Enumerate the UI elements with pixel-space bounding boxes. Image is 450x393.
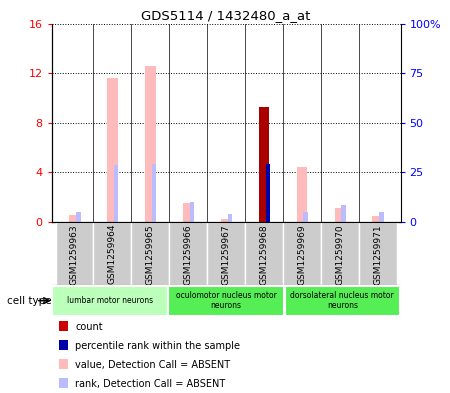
Bar — [283, 222, 321, 285]
Bar — [107, 78, 118, 222]
Text: dorsolateral nucleus motor
neurons: dorsolateral nucleus motor neurons — [291, 291, 394, 310]
Bar — [259, 166, 270, 222]
Bar — [168, 286, 284, 316]
Text: GSM1259963: GSM1259963 — [70, 224, 79, 285]
Bar — [285, 286, 400, 316]
Bar — [207, 222, 245, 285]
Bar — [228, 214, 232, 222]
Bar — [297, 167, 307, 222]
Bar — [359, 222, 397, 285]
Text: GSM1259971: GSM1259971 — [373, 224, 382, 285]
Text: percentile rank within the sample: percentile rank within the sample — [75, 341, 240, 351]
Bar — [303, 212, 308, 222]
Text: GSM1259968: GSM1259968 — [260, 224, 269, 285]
Bar — [334, 208, 345, 222]
Bar — [373, 216, 383, 222]
Text: GSM1259969: GSM1259969 — [297, 224, 306, 285]
Bar — [221, 219, 231, 222]
Bar — [342, 205, 346, 222]
Text: cell type: cell type — [7, 296, 51, 306]
Text: count: count — [75, 322, 103, 332]
Text: rank, Detection Call = ABSENT: rank, Detection Call = ABSENT — [75, 379, 225, 389]
Bar — [169, 222, 207, 285]
Text: lumbar motor neurons: lumbar motor neurons — [67, 296, 153, 305]
Bar — [379, 212, 384, 222]
Bar — [259, 107, 270, 222]
Text: oculomotor nucleus motor
neurons: oculomotor nucleus motor neurons — [176, 291, 277, 310]
Bar — [145, 66, 156, 222]
Bar — [52, 286, 167, 316]
Bar — [266, 165, 270, 222]
Bar — [69, 215, 80, 222]
Bar — [321, 222, 359, 285]
Bar — [76, 212, 81, 222]
Text: GSM1259970: GSM1259970 — [335, 224, 344, 285]
Title: GDS5114 / 1432480_a_at: GDS5114 / 1432480_a_at — [141, 9, 311, 22]
Bar — [94, 222, 131, 285]
Bar — [152, 165, 157, 222]
Text: value, Detection Call = ABSENT: value, Detection Call = ABSENT — [75, 360, 230, 370]
Bar — [114, 165, 118, 222]
Bar — [183, 203, 194, 222]
Bar — [55, 222, 94, 285]
Text: GSM1259967: GSM1259967 — [222, 224, 231, 285]
Bar — [190, 202, 194, 222]
Text: GSM1259964: GSM1259964 — [108, 224, 117, 285]
Bar — [131, 222, 169, 285]
Text: GSM1259966: GSM1259966 — [184, 224, 193, 285]
Text: GSM1259965: GSM1259965 — [146, 224, 155, 285]
Bar — [245, 222, 283, 285]
